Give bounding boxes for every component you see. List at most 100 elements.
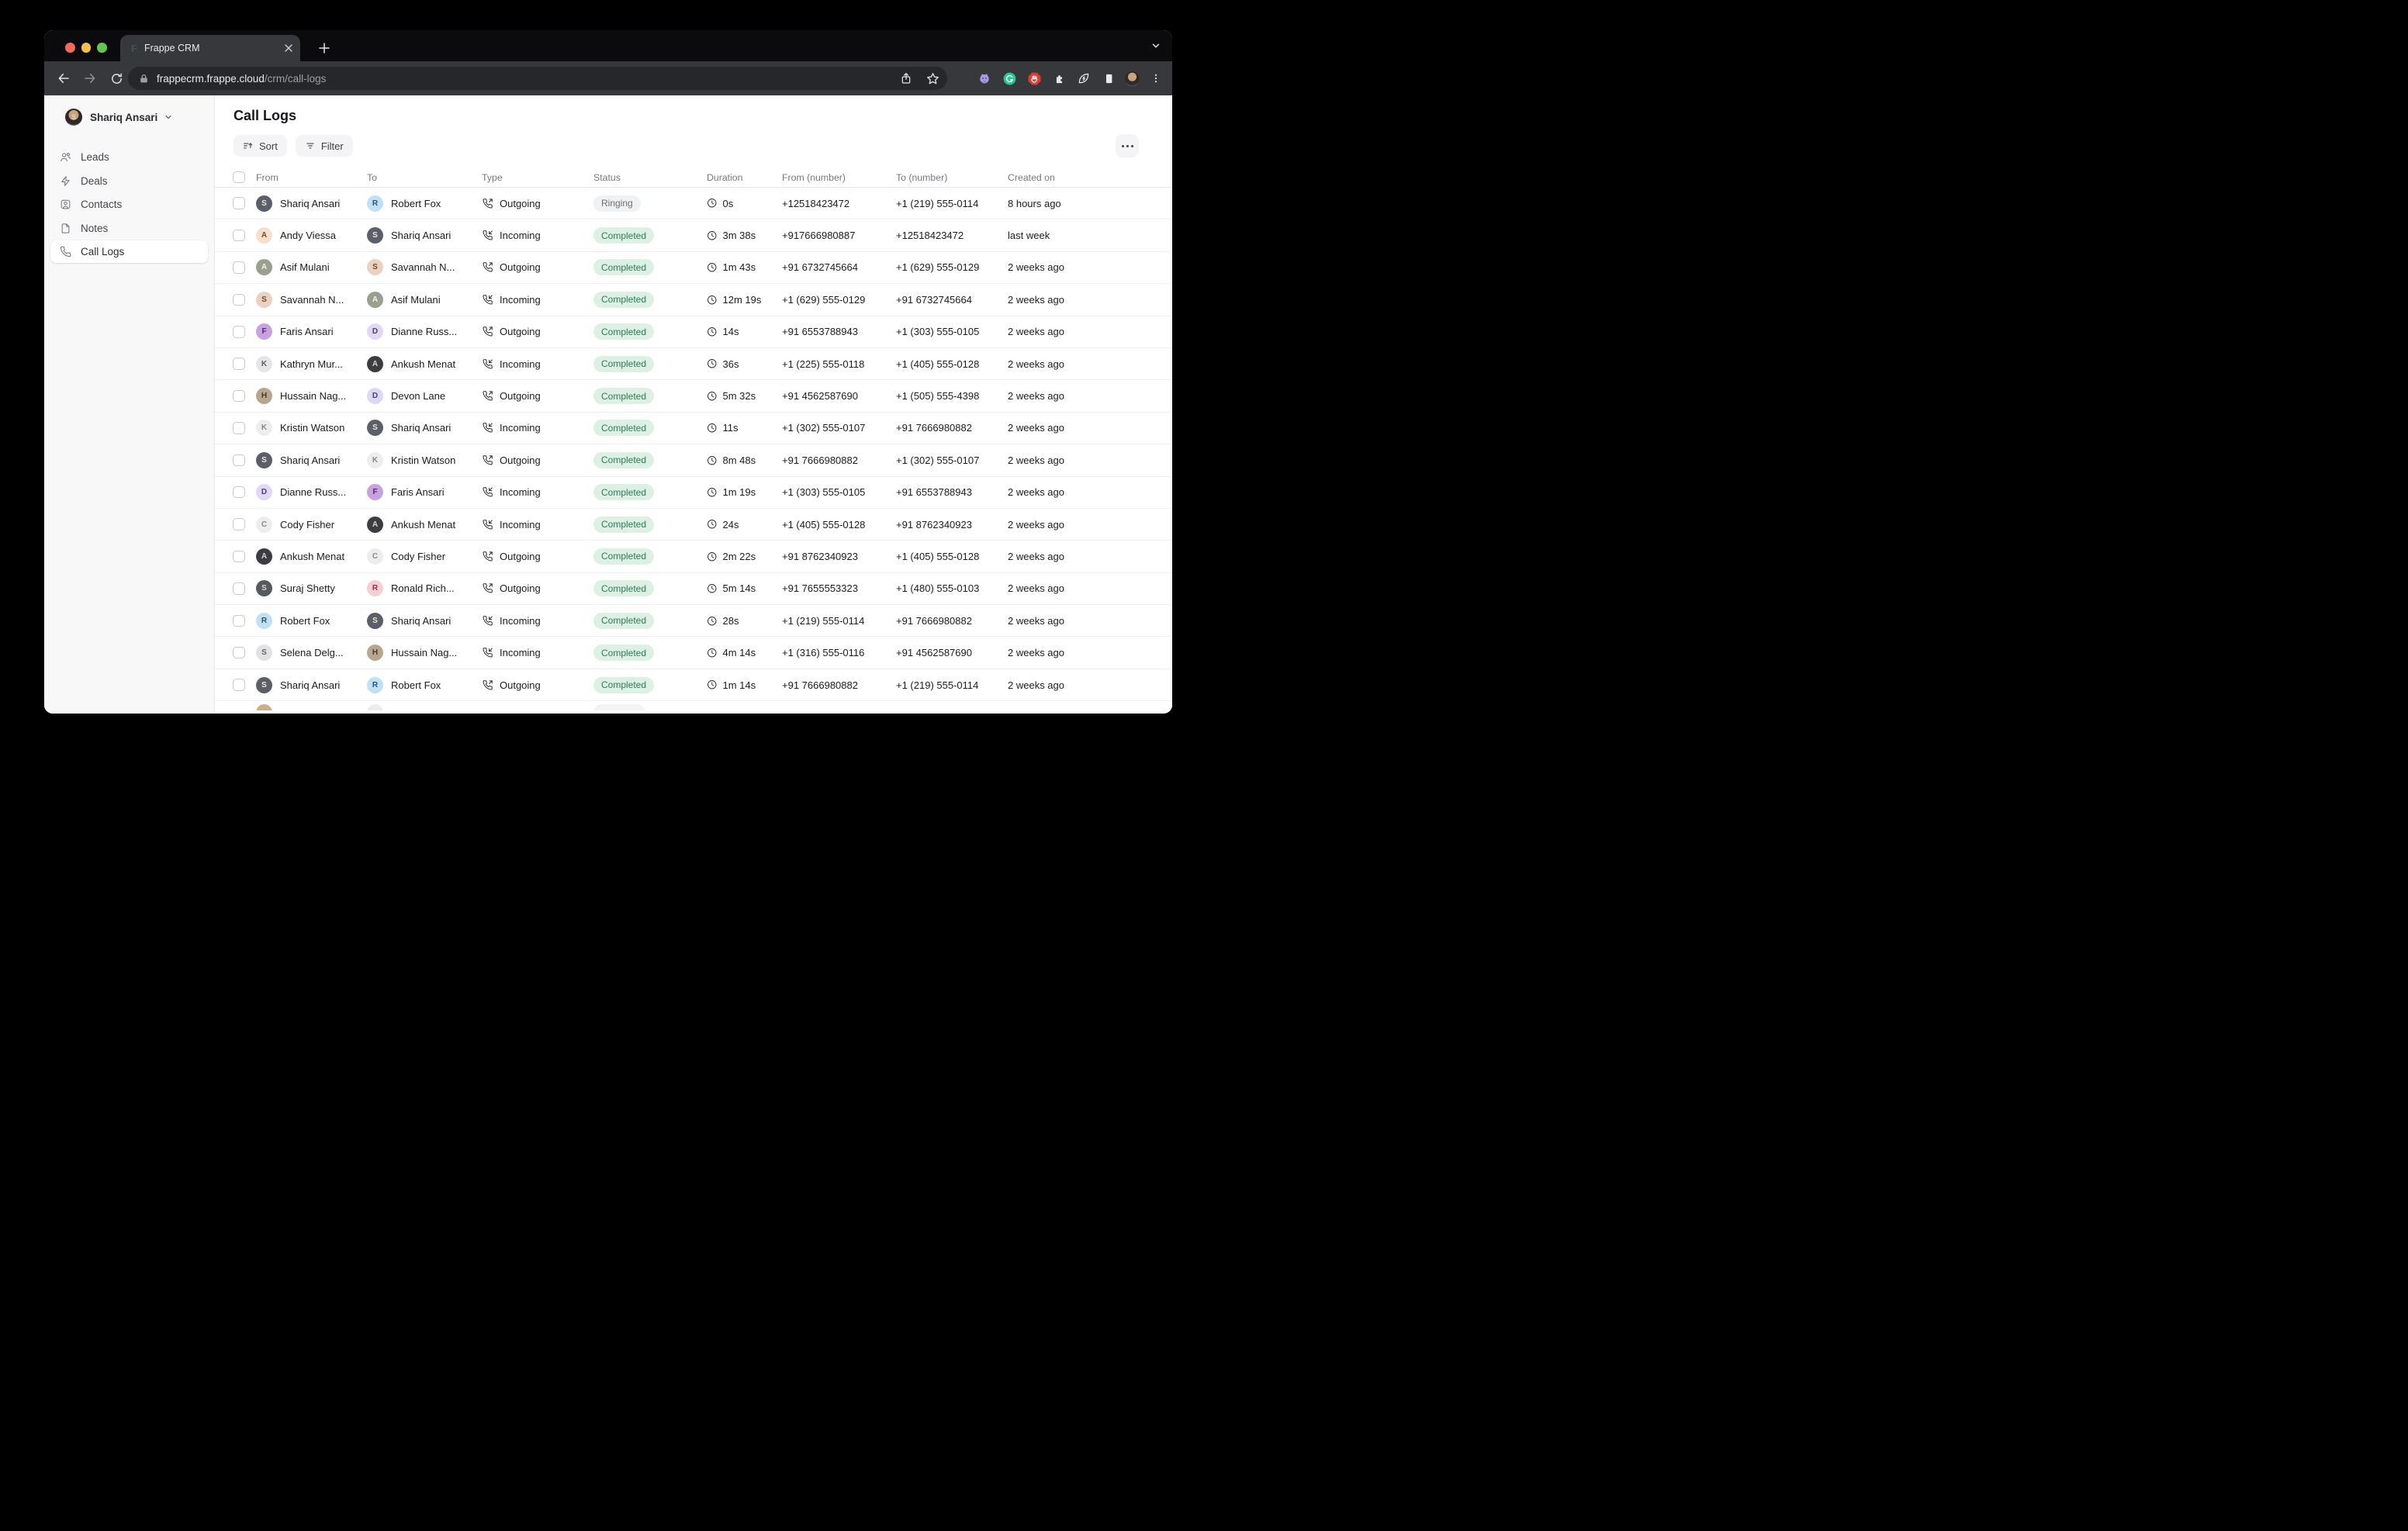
created-on: 2 weeks ago	[1008, 582, 1064, 595]
row-checkbox[interactable]	[233, 261, 245, 274]
row-checkbox[interactable]	[233, 679, 245, 691]
status-cell: Completed	[593, 484, 707, 501]
row-checkbox[interactable]	[233, 326, 245, 338]
row-checkbox[interactable]	[233, 646, 245, 659]
puzzle-extension-icon[interactable]	[1050, 70, 1067, 87]
duration-cell: 8m 48s	[707, 454, 782, 466]
table-row[interactable]: S Shariq Ansari K Kristin Watson Outgoing Com…	[215, 444, 1172, 477]
to-number: +1 (303) 555-0105	[896, 326, 980, 338]
row-checkbox[interactable]	[233, 293, 245, 306]
crm-app: S Shariq Ansari Leads Deals Contacts Notes C…	[44, 95, 1172, 714]
filter-button[interactable]: Filter	[295, 135, 353, 157]
to-person: D Dianne Russ...	[367, 323, 482, 340]
sidebar-item-leads[interactable]: Leads	[50, 146, 208, 168]
tab-title: Frappe CRM	[144, 43, 200, 54]
close-window-button[interactable]	[65, 43, 75, 53]
grammarly-extension-icon[interactable]	[1001, 70, 1018, 87]
row-checkbox[interactable]	[233, 614, 245, 627]
column-header: From	[256, 171, 279, 183]
clock-icon	[708, 551, 717, 562]
avatar: S	[256, 676, 272, 693]
clock-icon	[708, 520, 717, 529]
to-number: +1 (219) 555-0114	[896, 197, 979, 209]
sidebar-item-label: Deals	[81, 175, 108, 187]
duration-cell: 3m 38s	[707, 230, 782, 241]
table-row[interactable]: S Suraj Shetty R Ronald Rich... Outgoing Comp…	[215, 572, 1172, 606]
sidebar-item-call-logs[interactable]: Call Logs	[50, 240, 208, 263]
clock-icon	[708, 648, 717, 658]
table-row[interactable]: S Savannah N... A Asif Mulani Incoming Comple…	[215, 284, 1172, 316]
table-row[interactable]: D Dianne Russ... F Faris Ansari Incoming Comp…	[215, 476, 1172, 509]
row-checkbox[interactable]	[233, 389, 245, 403]
more-options-button[interactable]	[1116, 134, 1139, 157]
row-checkbox[interactable]	[233, 422, 245, 434]
user-menu[interactable]: S Shariq Ansari	[65, 109, 203, 126]
avatar: D	[367, 323, 383, 340]
select-all-checkbox[interactable]	[233, 171, 245, 184]
profile-avatar[interactable]	[1125, 71, 1140, 86]
from-name: Kathryn Mur...	[280, 358, 343, 370]
table-row[interactable]: K Kristin Watson S Shariq Ansari Incoming Com…	[215, 412, 1172, 445]
from-person: S Shariq Ansari	[256, 451, 367, 468]
row-checkbox[interactable]	[233, 486, 245, 499]
to-name: Kristin Watson	[391, 454, 456, 466]
row-checkbox[interactable]	[233, 197, 245, 209]
avatar: S	[256, 195, 272, 212]
back-button[interactable]	[50, 67, 77, 90]
to-number: +1 (405) 555-0128	[896, 550, 980, 562]
github-extension-icon[interactable]	[976, 70, 993, 87]
avatar: D	[367, 388, 383, 405]
to-person: K Kristin Watson	[367, 451, 482, 468]
table-row[interactable]: F Faris Ansari D Dianne Russ... Outgoing Comp…	[215, 316, 1172, 348]
row-checkbox[interactable]	[233, 518, 245, 530]
table-row-partial[interactable]	[215, 701, 1172, 711]
duration-cell: 1m 14s	[707, 679, 782, 691]
sidebar-item-deals[interactable]: Deals	[50, 170, 208, 192]
from-name: Dianne Russ...	[280, 486, 347, 499]
zoom-window-button[interactable]	[97, 43, 107, 53]
table-row[interactable]: C Cody Fisher A Ankush Menat Incoming Complet…	[215, 508, 1172, 541]
table-header: From To Type Status Duration From (number) To …	[215, 168, 1172, 188]
share-icon[interactable]	[900, 72, 912, 85]
table-row[interactable]: S Selena Delg... H Hussain Nag... Incoming Co…	[215, 637, 1172, 669]
to-person: S Shariq Ansari	[367, 420, 482, 437]
refresh-button[interactable]	[103, 67, 130, 90]
created-on: 2 weeks ago	[1008, 293, 1064, 306]
from-person: D Dianne Russ...	[256, 484, 367, 501]
new-tab-button[interactable]	[314, 38, 334, 58]
energy-saver-extension-icon[interactable]	[1075, 70, 1092, 87]
table-row[interactable]: S Shariq Ansari R Robert Fox Outgoing Complet…	[215, 669, 1172, 702]
table-row[interactable]: H Hussain Nag... D Devon Lane Outgoing Comple…	[215, 380, 1172, 413]
duration-cell: 11s	[707, 422, 782, 434]
minimize-window-button[interactable]	[81, 43, 91, 53]
table-row[interactable]: R Robert Fox S Shariq Ansari Incoming Complet…	[215, 605, 1172, 638]
table-row[interactable]: A Ankush Menat C Cody Fisher Outgoing Complet…	[215, 541, 1172, 573]
row-checkbox[interactable]	[233, 550, 245, 563]
forward-button[interactable]	[77, 67, 103, 90]
row-checkbox[interactable]	[233, 582, 245, 595]
url-bar[interactable]: frappecrm.frappe.cloud/crm/call-logs	[128, 67, 947, 90]
from-person: A Asif Mulani	[256, 259, 367, 276]
table-row[interactable]: S Shariq Ansari R Robert Fox Outgoing Ringing…	[215, 188, 1172, 220]
browser-tab[interactable]: F Frappe CRM	[120, 35, 300, 61]
adblock-extension-icon[interactable]	[1026, 70, 1043, 87]
to-number: +91 8762340923	[896, 518, 972, 530]
status-badge: Completed	[593, 484, 655, 501]
table-row[interactable]: A Andy Viessa S Shariq Ansari Incoming Comple…	[215, 219, 1172, 252]
row-checkbox[interactable]	[233, 229, 245, 242]
sidebar-item-notes[interactable]: Notes	[50, 217, 208, 240]
to-number: +91 7666980882	[896, 422, 972, 434]
sidebar-item-contacts[interactable]: Contacts	[50, 193, 208, 216]
row-checkbox[interactable]	[233, 454, 245, 467]
table-row[interactable]: K Kathryn Mur... A Ankush Menat Incoming Comp…	[215, 347, 1172, 381]
tab-search-chevron-icon[interactable]	[1150, 40, 1161, 51]
sort-button[interactable]: Sort	[234, 135, 287, 157]
reading-list-icon[interactable]	[1100, 70, 1117, 87]
sort-icon	[244, 143, 253, 149]
tab-close-icon[interactable]	[285, 44, 292, 52]
row-checkbox[interactable]	[233, 358, 245, 370]
avatar: F	[256, 323, 272, 340]
bookmark-star-icon[interactable]	[926, 72, 939, 85]
table-row[interactable]: A Asif Mulani S Savannah N... Outgoing Comple…	[215, 251, 1172, 285]
menu-kebab-icon[interactable]	[1147, 70, 1164, 87]
